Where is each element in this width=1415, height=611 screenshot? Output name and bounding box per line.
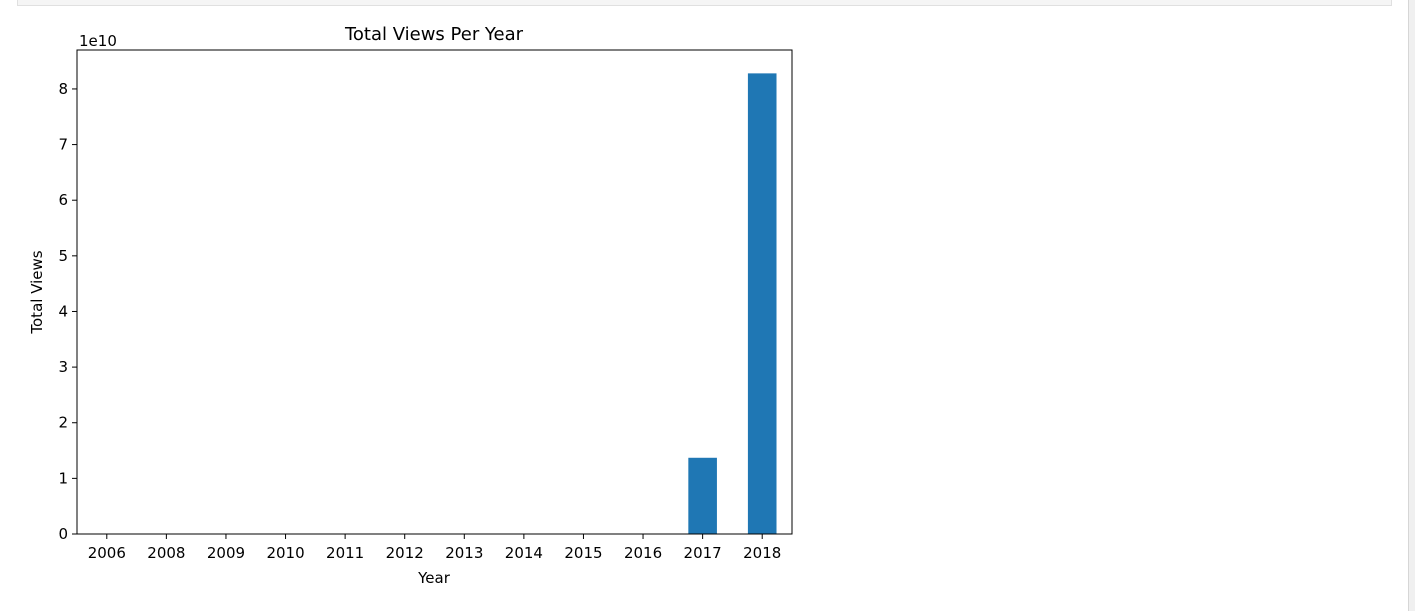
y-tick-label: 7 <box>58 136 68 154</box>
x-tick-label: 2016 <box>624 544 662 562</box>
bars-group <box>688 73 777 535</box>
y-tick-label: 0 <box>58 525 68 543</box>
y-axis-offset-label: 1e10 <box>79 32 117 50</box>
vertical-scrollbar[interactable] <box>1408 0 1415 611</box>
x-tick-label: 2015 <box>564 544 602 562</box>
previous-cell-strip <box>17 0 1392 6</box>
plot-area-frame <box>76 49 793 535</box>
x-axis-label: Year <box>417 569 451 587</box>
y-tick-label: 6 <box>58 191 68 209</box>
y-tick-label: 5 <box>58 247 68 265</box>
x-tick-label: 2012 <box>386 544 424 562</box>
y-tick-label: 3 <box>58 358 68 376</box>
x-tick-label: 2009 <box>207 544 245 562</box>
x-tick-label: 2011 <box>326 544 364 562</box>
x-tick-label: 2014 <box>505 544 543 562</box>
y-axis-label: Total Views <box>28 250 46 334</box>
bar-2017 <box>688 457 717 534</box>
y-tick-label: 8 <box>58 80 68 98</box>
bar-2018 <box>747 73 777 535</box>
y-axis: 0 1 2 3 4 5 6 7 8 <box>58 80 77 543</box>
x-tick-label: 2013 <box>445 544 483 562</box>
x-tick-label: 2017 <box>684 544 722 562</box>
x-tick-label: 2008 <box>147 544 185 562</box>
x-tick-label: 2006 <box>88 544 126 562</box>
x-tick-label: 2010 <box>266 544 304 562</box>
y-tick-label: 2 <box>58 414 68 432</box>
y-tick-label: 4 <box>58 302 68 320</box>
chart-title: Total Views Per Year <box>344 24 524 45</box>
x-tick-label: 2018 <box>743 544 781 562</box>
y-tick-label: 1 <box>58 469 68 487</box>
x-axis: 2006 2008 2009 2010 2011 2012 2013 2014 2015 2016… <box>88 534 781 562</box>
